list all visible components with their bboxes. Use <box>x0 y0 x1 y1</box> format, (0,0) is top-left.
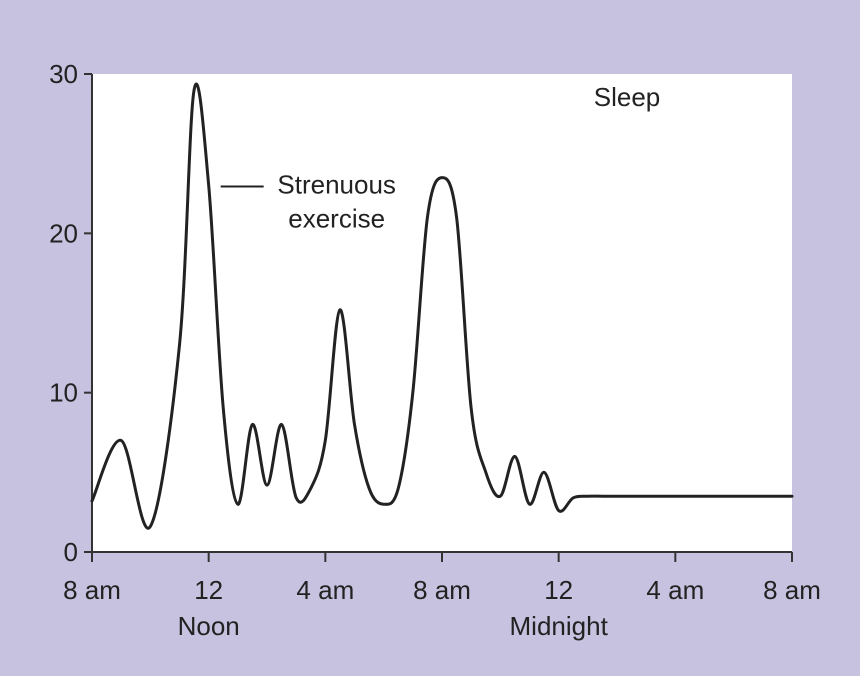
x-tick-label: 12 <box>544 575 573 605</box>
series-line <box>90 82 794 530</box>
plot-area <box>92 74 792 552</box>
annotation-text: Sleep <box>594 82 661 112</box>
annotation-text: exercise <box>288 204 385 234</box>
x-tick-label: 12 <box>194 575 223 605</box>
x-sub-label: Noon <box>178 611 240 641</box>
ticks: 0 10 20 30 8 am 12 4 am 8 am 12 4 am 8 am Noon Midni… <box>49 59 821 641</box>
annotation-strenuous-exercise: Strenuous exercise <box>220 170 396 234</box>
x-sub-label: Midnight <box>510 611 609 641</box>
annotation-sleep: Sleep <box>594 82 661 112</box>
annotation-text: Strenuous <box>277 170 396 200</box>
y-tick-label: 0 <box>64 537 78 567</box>
x-tick-label: 4 am <box>296 575 354 605</box>
series-layer <box>90 82 794 530</box>
x-tick-label: 8 am <box>63 575 121 605</box>
x-tick-label: 8 am <box>763 575 821 605</box>
annotation-layer: Strenuous exercise Sleep <box>220 82 661 234</box>
y-tick-label: 10 <box>49 378 78 408</box>
y-tick-label: 30 <box>49 59 78 89</box>
x-tick-label: 8 am <box>413 575 471 605</box>
x-tick-label: 4 am <box>646 575 704 605</box>
y-tick-label: 20 <box>49 218 78 248</box>
